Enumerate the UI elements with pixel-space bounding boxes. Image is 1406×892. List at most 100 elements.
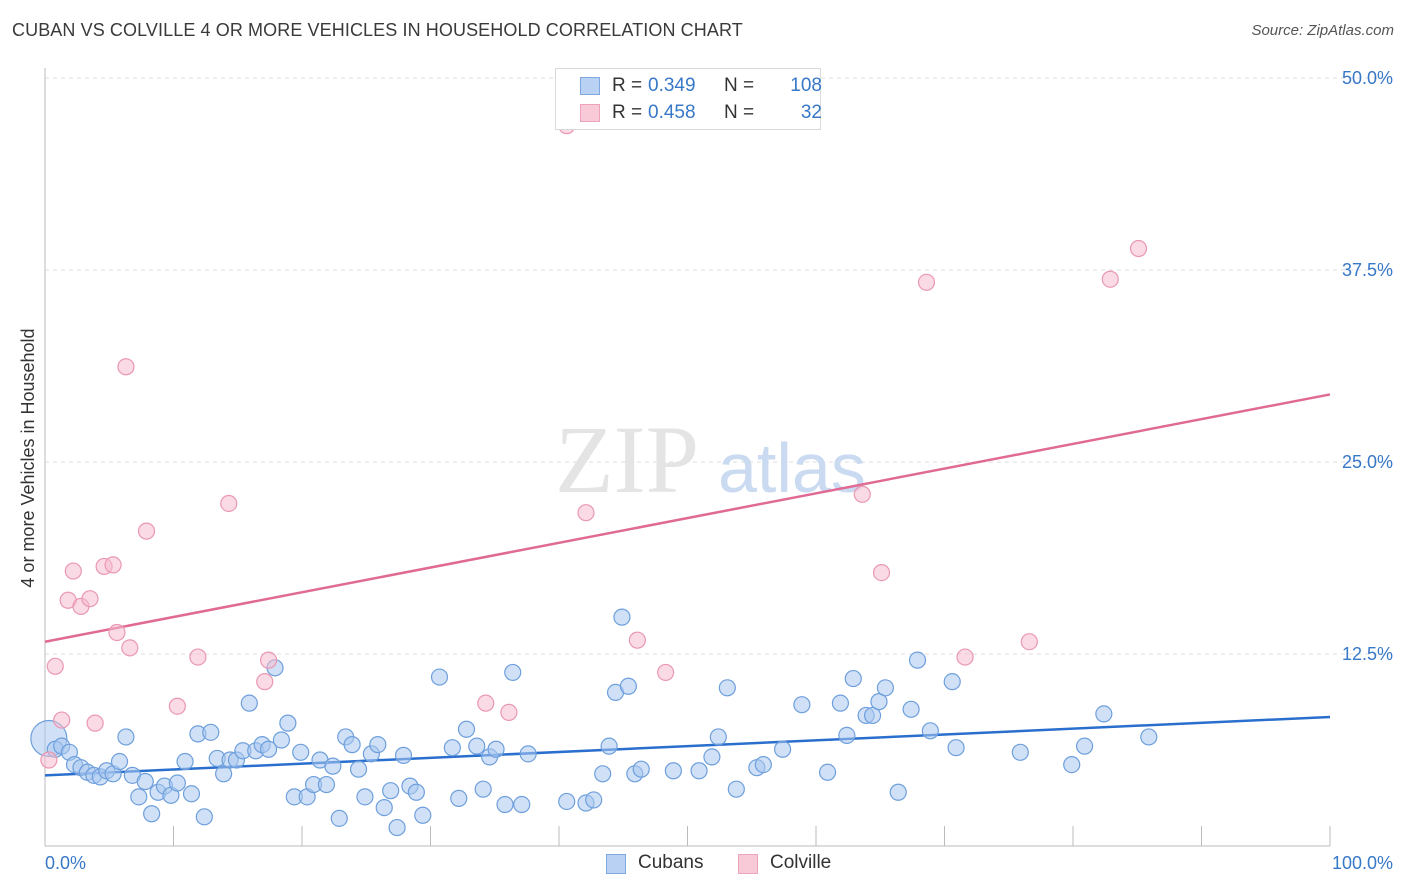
cubans-point bbox=[558, 792, 576, 811]
colville-point bbox=[872, 563, 891, 582]
r-label: R = bbox=[612, 75, 643, 96]
cubans-point bbox=[117, 728, 135, 746]
cubans-point bbox=[709, 728, 727, 746]
cubans-point bbox=[272, 731, 291, 749]
watermark-atlas: atlas bbox=[718, 429, 866, 507]
chart-title: CUBAN VS COLVILLE 4 OR MORE VEHICLES IN … bbox=[12, 20, 743, 40]
colville-point bbox=[189, 648, 207, 666]
cubans-point bbox=[870, 693, 888, 711]
y-tick-label: 25.0% bbox=[1342, 452, 1393, 472]
cubans-point bbox=[110, 752, 129, 771]
colville-point bbox=[81, 590, 99, 608]
cubans-point bbox=[474, 780, 492, 798]
cubans-point bbox=[773, 740, 792, 758]
cubans-point bbox=[168, 774, 186, 792]
colville-point bbox=[577, 504, 595, 522]
colville-point bbox=[117, 358, 135, 376]
cubans-point bbox=[831, 694, 850, 712]
cubans-point bbox=[279, 714, 297, 732]
colville-legend-swatch bbox=[738, 854, 758, 874]
colville-point bbox=[40, 751, 58, 769]
x-tick-label: 100.0% bbox=[1332, 853, 1393, 873]
cubans-point bbox=[369, 736, 387, 754]
trend-layer bbox=[44, 393, 1331, 777]
r-value: 0.349 bbox=[648, 75, 696, 96]
cubans-point bbox=[902, 700, 920, 718]
x-tick-label: 0.0% bbox=[45, 853, 86, 873]
colville-point bbox=[1101, 270, 1119, 288]
cubans-point bbox=[202, 723, 220, 741]
colville-point bbox=[1020, 633, 1038, 651]
colville-point bbox=[628, 631, 646, 649]
cubans-point bbox=[594, 765, 612, 783]
cubans-point bbox=[754, 755, 772, 774]
cubans-point bbox=[863, 706, 882, 725]
colville-point bbox=[137, 522, 156, 540]
cubans-point bbox=[844, 669, 862, 688]
colville-point bbox=[256, 673, 274, 691]
stat-legend: R = 0.349 N = 108 R = 0.458 N = 32 bbox=[555, 68, 822, 130]
source-label: Source: ZipAtlas.com bbox=[1251, 22, 1394, 39]
colville-point bbox=[86, 714, 104, 732]
colville-point bbox=[104, 556, 122, 574]
cubans-point bbox=[450, 789, 468, 807]
cubans-point bbox=[613, 608, 631, 626]
cubans-point bbox=[130, 788, 148, 806]
cubans-point bbox=[921, 722, 939, 740]
cubans-point bbox=[317, 775, 336, 794]
watermark: ZIP atlas bbox=[555, 406, 866, 513]
cubans-legend-swatch bbox=[606, 854, 626, 874]
cubans-swatch bbox=[580, 77, 600, 95]
cubans-point bbox=[718, 679, 736, 697]
cubans-point bbox=[1140, 728, 1158, 746]
colville-trend-line bbox=[44, 393, 1331, 643]
colville-point bbox=[956, 648, 974, 666]
colville-point bbox=[168, 697, 186, 715]
cubans-point bbox=[259, 740, 278, 758]
cubans-point bbox=[356, 788, 374, 806]
cubans-point bbox=[195, 808, 213, 826]
cubans-point bbox=[330, 809, 348, 827]
legend-label: Cubans bbox=[638, 852, 704, 873]
y-axis-label: 4 or more Vehicles in Household bbox=[18, 328, 38, 587]
cubans-point bbox=[292, 743, 310, 761]
cubans-point bbox=[240, 694, 258, 712]
r-label: R = bbox=[612, 102, 643, 123]
cubans-point bbox=[394, 746, 413, 764]
colville-point bbox=[53, 711, 71, 729]
cubans-point bbox=[727, 780, 745, 798]
colville-point bbox=[220, 494, 238, 513]
cubans-point bbox=[793, 696, 811, 714]
cubans-point bbox=[487, 740, 505, 758]
cubans-point bbox=[703, 748, 721, 766]
cubans-point bbox=[496, 795, 514, 814]
colville-point bbox=[121, 639, 139, 657]
cubans-point bbox=[468, 737, 486, 755]
cubans-point bbox=[375, 798, 393, 817]
cubans-point bbox=[143, 805, 161, 823]
cubans-point bbox=[215, 765, 233, 783]
colville-point bbox=[477, 694, 495, 712]
cubans-point bbox=[1095, 705, 1113, 723]
cubans-point bbox=[632, 760, 650, 778]
cubans-point bbox=[519, 745, 537, 763]
colville-point bbox=[853, 485, 871, 503]
cubans-point bbox=[838, 726, 856, 745]
colville-point bbox=[500, 703, 518, 721]
cubans-point bbox=[1075, 737, 1094, 755]
n-label: N = bbox=[724, 102, 755, 123]
cubans-point bbox=[513, 795, 531, 814]
cubans-point bbox=[947, 739, 965, 757]
colville-point bbox=[1129, 239, 1148, 258]
colville-point bbox=[917, 273, 936, 291]
cubans-point bbox=[600, 737, 618, 755]
colville-point bbox=[108, 623, 126, 642]
cubans-point bbox=[430, 668, 449, 686]
n-label: N = bbox=[724, 75, 755, 96]
y-tick-label: 37.5% bbox=[1342, 260, 1393, 280]
cubans-point bbox=[443, 739, 461, 757]
cubans-point bbox=[908, 651, 927, 669]
cubans-point bbox=[876, 679, 894, 697]
r-value: 0.458 bbox=[648, 102, 696, 123]
cubans-point bbox=[619, 677, 637, 695]
